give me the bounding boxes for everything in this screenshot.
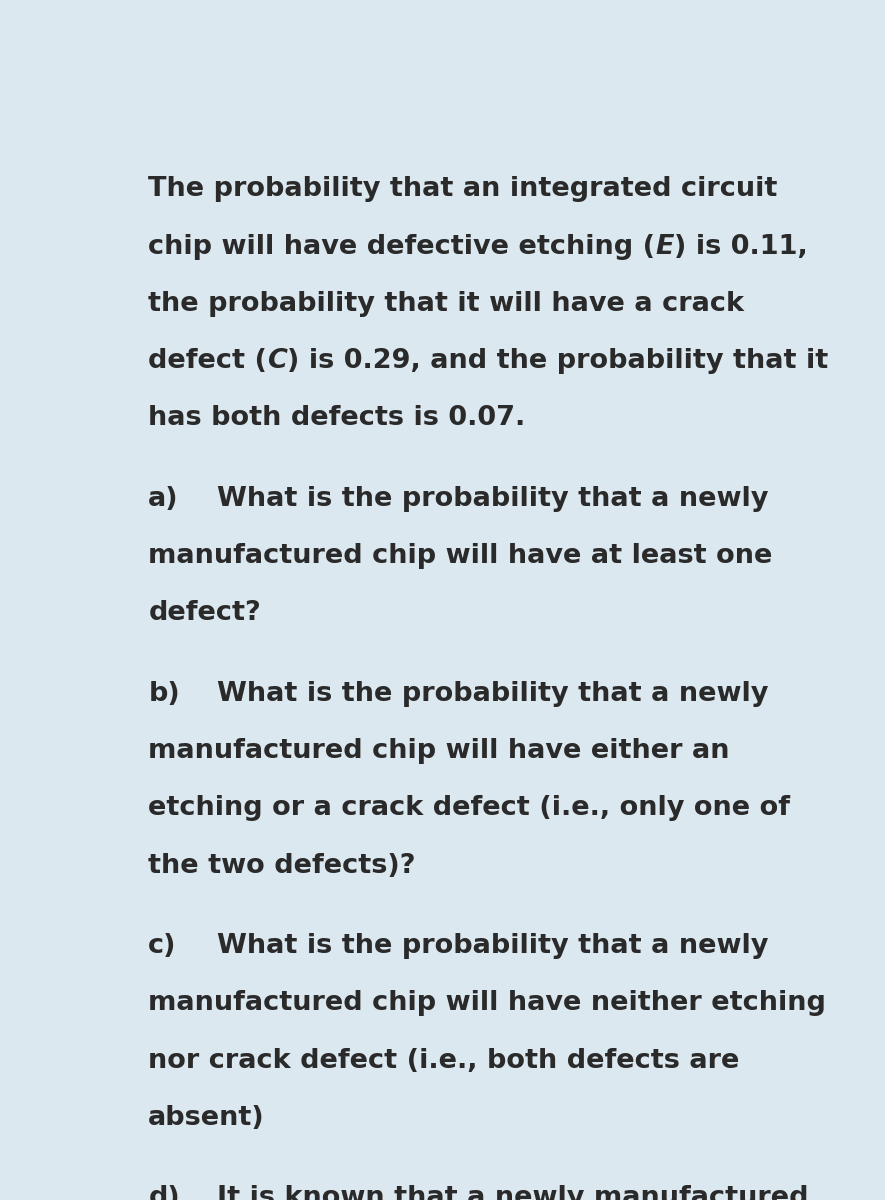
Text: C: C xyxy=(267,348,288,374)
Text: What is the probability that a newly: What is the probability that a newly xyxy=(217,680,768,707)
Text: E: E xyxy=(656,234,674,259)
Text: a): a) xyxy=(149,486,179,512)
Text: defect (: defect ( xyxy=(149,348,267,374)
Text: What is the probability that a newly: What is the probability that a newly xyxy=(217,486,768,512)
Text: manufactured chip will have neither etching: manufactured chip will have neither etch… xyxy=(149,990,827,1016)
Text: manufactured chip will have at least one: manufactured chip will have at least one xyxy=(149,544,773,569)
Text: It is known that a newly manufactured: It is known that a newly manufactured xyxy=(217,1186,808,1200)
Text: b): b) xyxy=(149,680,181,707)
Text: has both defects is 0.07.: has both defects is 0.07. xyxy=(149,406,526,432)
Text: etching or a crack defect (i.e., only one of: etching or a crack defect (i.e., only on… xyxy=(149,796,790,822)
Text: c): c) xyxy=(149,934,177,959)
Text: the probability that it will have a crack: the probability that it will have a crac… xyxy=(149,290,744,317)
Text: The probability that an integrated circuit: The probability that an integrated circu… xyxy=(149,176,778,203)
Text: chip will have defective etching (: chip will have defective etching ( xyxy=(149,234,656,259)
Text: ) is 0.29, and the probability that it: ) is 0.29, and the probability that it xyxy=(288,348,828,374)
Text: the two defects)?: the two defects)? xyxy=(149,853,416,878)
Text: What is the probability that a newly: What is the probability that a newly xyxy=(217,934,768,959)
Text: manufactured chip will have either an: manufactured chip will have either an xyxy=(149,738,730,764)
Text: defect?: defect? xyxy=(149,600,261,626)
Text: absent): absent) xyxy=(149,1105,266,1130)
Text: nor crack defect (i.e., both defects are: nor crack defect (i.e., both defects are xyxy=(149,1048,740,1074)
Text: d): d) xyxy=(149,1186,181,1200)
Text: ) is 0.11,: ) is 0.11, xyxy=(674,234,808,259)
